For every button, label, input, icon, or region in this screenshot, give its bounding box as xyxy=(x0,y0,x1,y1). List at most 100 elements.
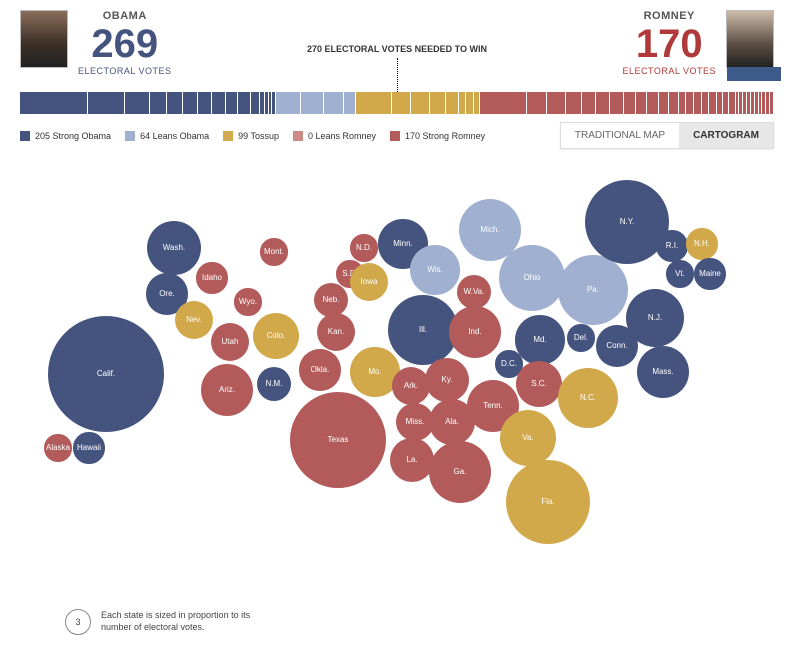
footnote-sample-circle: 3 xyxy=(65,609,91,635)
candidate-name: OBAMA xyxy=(78,10,172,22)
state-bubble[interactable]: Ill. xyxy=(388,295,458,365)
bar-state-segment[interactable] xyxy=(459,92,467,114)
state-bubble[interactable]: Ohio xyxy=(499,245,565,311)
bar-state-segment[interactable] xyxy=(686,92,694,114)
state-bubble[interactable]: Mont. xyxy=(260,238,287,265)
state-bubble[interactable]: Neb. xyxy=(314,283,349,318)
bar-state-segment[interactable] xyxy=(709,92,717,114)
bar-state-segment[interactable] xyxy=(446,92,459,114)
bar-state-segment[interactable] xyxy=(679,92,687,114)
state-bubble[interactable]: Ga. xyxy=(429,441,491,503)
legend-swatch xyxy=(293,131,303,141)
state-bubble[interactable]: La. xyxy=(390,438,434,482)
bar-state-segment[interactable] xyxy=(324,92,344,114)
legend-swatch xyxy=(390,131,400,141)
state-bubble[interactable]: Ariz. xyxy=(201,364,253,416)
state-bubble[interactable]: Md. xyxy=(515,315,564,364)
bar-state-segment[interactable] xyxy=(150,92,168,114)
state-bubble[interactable]: Iowa xyxy=(350,263,388,301)
state-bubble[interactable]: Wash. xyxy=(147,221,201,275)
state-bubble[interactable]: Idaho xyxy=(196,262,227,293)
legend-swatch xyxy=(125,131,135,141)
state-bubble[interactable]: Kan. xyxy=(317,313,355,351)
legend-swatch xyxy=(223,131,233,141)
bar-state-segment[interactable] xyxy=(547,92,566,114)
state-bubble[interactable]: S.C. xyxy=(516,361,563,408)
bar-state-segment[interactable] xyxy=(659,92,669,114)
bar-state-segment[interactable] xyxy=(212,92,226,114)
state-bubble[interactable]: W.Va. xyxy=(457,275,492,310)
state-bubble[interactable]: Ind. xyxy=(449,306,501,358)
bar-state-segment[interactable] xyxy=(636,92,647,114)
bar-state-segment[interactable] xyxy=(582,92,596,114)
bar-state-segment[interactable] xyxy=(125,92,150,114)
bar-state-segment[interactable] xyxy=(392,92,411,114)
bar-state-segment[interactable] xyxy=(356,92,392,114)
state-bubble[interactable]: N.C. xyxy=(558,368,618,428)
bar-state-segment[interactable] xyxy=(238,92,251,114)
state-bubble[interactable]: R.I. xyxy=(656,230,687,261)
state-bubble[interactable]: Del. xyxy=(567,324,594,351)
footnote-text: Each state is sized in proportion to its… xyxy=(101,610,251,633)
state-bubble[interactable]: Calif. xyxy=(48,316,164,432)
legend-label: 0 Leans Romney xyxy=(308,131,376,141)
bar-state-segment[interactable] xyxy=(647,92,658,114)
legend-label: 64 Leans Obama xyxy=(140,131,209,141)
bar-state-segment[interactable] xyxy=(624,92,637,114)
state-bubble[interactable]: Maine xyxy=(694,258,725,289)
legend-item: 170 Strong Romney xyxy=(390,131,485,141)
legend-item: 205 Strong Obama xyxy=(20,131,111,141)
state-bubble[interactable]: Mass. xyxy=(637,346,689,398)
legend-item: 0 Leans Romney xyxy=(293,131,376,141)
toggle-cartogram[interactable]: CARTOGRAM xyxy=(679,123,773,148)
state-bubble[interactable]: Va. xyxy=(500,410,556,466)
state-bubble[interactable]: Ark. xyxy=(392,367,430,405)
bar-state-segment[interactable] xyxy=(226,92,239,114)
state-bubble[interactable]: N.D. xyxy=(350,234,377,261)
bar-state-segment[interactable] xyxy=(88,92,124,114)
bar-state-segment[interactable] xyxy=(276,92,301,114)
vote-label: ELECTORAL VOTES xyxy=(622,66,716,76)
state-bubble[interactable]: N.M. xyxy=(257,367,292,402)
bar-state-segment[interactable] xyxy=(702,92,710,114)
bar-state-segment[interactable] xyxy=(183,92,198,114)
bar-state-segment[interactable] xyxy=(770,92,774,114)
state-bubble[interactable]: Vt. xyxy=(666,260,693,287)
bar-state-segment[interactable] xyxy=(694,92,702,114)
state-bubble[interactable]: Utah xyxy=(211,323,249,361)
bar-state-segment[interactable] xyxy=(301,92,323,114)
bar-state-segment[interactable] xyxy=(411,92,430,114)
bar-state-segment[interactable] xyxy=(344,92,357,114)
state-bubble[interactable]: Nev. xyxy=(175,301,213,339)
state-bubble[interactable]: N.H. xyxy=(686,228,717,259)
state-bubble[interactable]: Ky. xyxy=(425,358,469,402)
state-bubble[interactable]: Wis. xyxy=(410,245,459,294)
bar-state-segment[interactable] xyxy=(596,92,610,114)
bar-state-segment[interactable] xyxy=(669,92,679,114)
legend: 205 Strong Obama64 Leans Obama99 Tossup0… xyxy=(20,131,485,141)
state-bubble[interactable]: Colo. xyxy=(253,313,300,360)
toggle-traditional[interactable]: TRADITIONAL MAP xyxy=(561,123,679,148)
bar-state-segment[interactable] xyxy=(466,92,474,114)
state-bubble[interactable]: N.J. xyxy=(626,289,684,347)
state-bubble[interactable]: Fla. xyxy=(506,460,590,544)
legend-swatch xyxy=(20,131,30,141)
state-bubble[interactable]: Okla. xyxy=(299,349,340,390)
state-bubble[interactable]: Pa. xyxy=(558,255,628,325)
view-toggle: TRADITIONAL MAPCARTOGRAM xyxy=(560,122,774,149)
bar-state-segment[interactable] xyxy=(610,92,624,114)
bar-state-segment[interactable] xyxy=(167,92,183,114)
state-bubble[interactable]: Texas xyxy=(290,392,386,488)
bar-state-segment[interactable] xyxy=(480,92,527,114)
bar-state-segment[interactable] xyxy=(198,92,212,114)
bar-state-segment[interactable] xyxy=(251,92,260,114)
cartogram[interactable]: Calif.Wash.Ore.AlaskaHawaiiIdahoNev.Mont… xyxy=(20,174,774,594)
bar-state-segment[interactable] xyxy=(20,92,88,114)
bar-state-segment[interactable] xyxy=(527,92,547,114)
bar-state-segment[interactable] xyxy=(566,92,582,114)
state-bubble[interactable]: Hawaii xyxy=(73,432,104,463)
avatar xyxy=(20,10,68,68)
state-bubble[interactable]: Alaska xyxy=(44,434,71,461)
state-bubble[interactable]: Wyo. xyxy=(234,288,261,315)
bar-state-segment[interactable] xyxy=(430,92,446,114)
